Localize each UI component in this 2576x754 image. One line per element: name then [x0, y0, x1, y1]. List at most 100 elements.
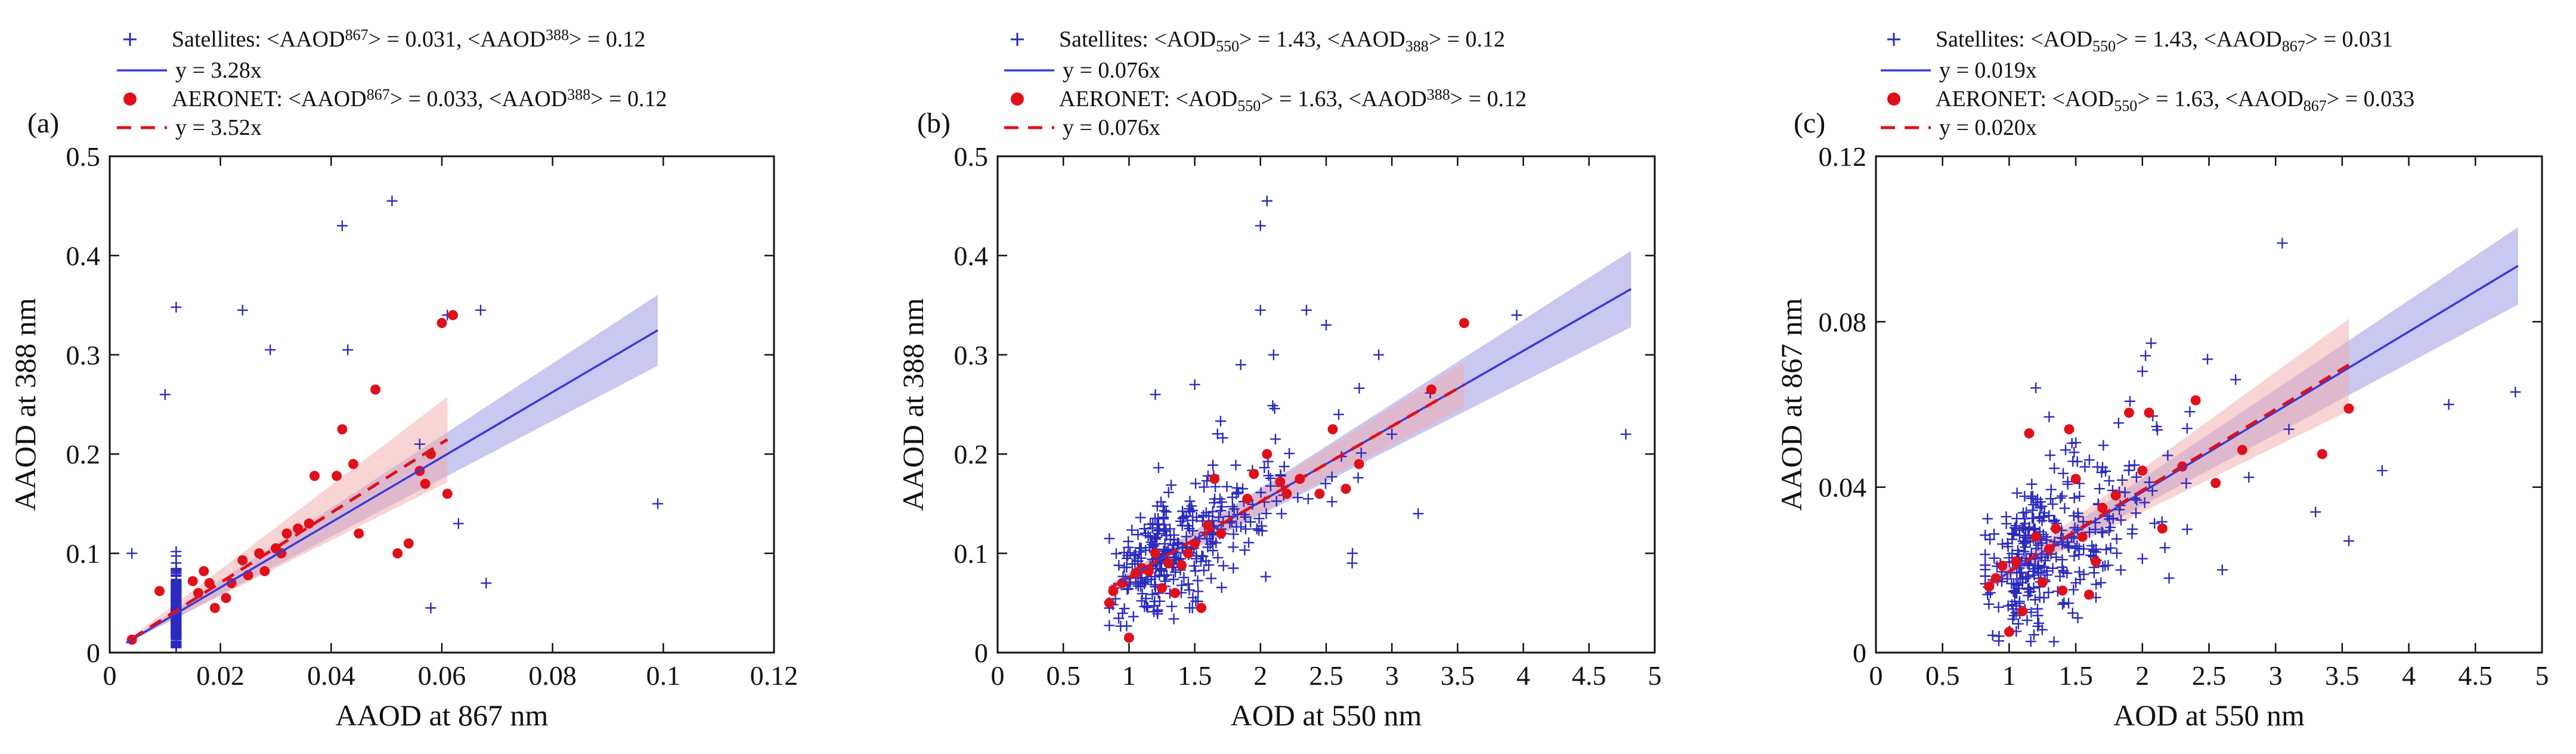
- satellite-point: [2072, 540, 2083, 552]
- satellite-point: [2010, 520, 2021, 531]
- satellite-point: [1166, 601, 1178, 612]
- aeronet-point: [2011, 556, 2021, 567]
- satellite-point: [1140, 576, 1151, 588]
- satellite-point: [1113, 613, 1125, 624]
- satellite-point: [2129, 459, 2140, 471]
- y-tick-label: 0.1: [66, 539, 101, 569]
- satellite-point: [1123, 536, 1134, 547]
- satellite-point: [1140, 527, 1151, 539]
- satellite-point: [2181, 478, 2192, 489]
- aeronet-point: [1143, 566, 1154, 577]
- aeronet-point: [448, 310, 459, 320]
- satellite-point: [2011, 487, 2023, 499]
- aeronet-point: [1216, 528, 1227, 539]
- aeronet-point: [1104, 598, 1114, 608]
- x-tick-label: 0.08: [528, 660, 577, 691]
- aeronet-point: [2123, 407, 2134, 418]
- satellite-point: [1141, 601, 1152, 612]
- satellite-point: [1251, 523, 1262, 534]
- satellite-point: [1253, 525, 1265, 536]
- aeronet-point: [1183, 548, 1194, 559]
- satellite-point: [1168, 613, 1179, 625]
- fit-line-satellites: [125, 329, 658, 644]
- satellite-point: [2021, 506, 2032, 518]
- satellite-point: [1321, 319, 1332, 330]
- satellite-point: [1190, 478, 1202, 489]
- satellite-point: [1150, 389, 1161, 400]
- y-tick-label: 0.3: [954, 340, 989, 370]
- y-tick-label: 0.4: [66, 240, 101, 271]
- x-tick-label: 0.06: [418, 660, 466, 691]
- x-tick-label: 0.02: [196, 660, 244, 691]
- satellite-point: [2144, 477, 2155, 488]
- satellite-point: [2055, 492, 2066, 503]
- aeronet-point: [1262, 449, 1272, 459]
- satellite-point: [2001, 518, 2012, 529]
- aeronet-point: [1163, 558, 1174, 568]
- satellite-point: [1413, 508, 1424, 520]
- satellite-point: [2119, 487, 2131, 498]
- aeronet-point: [1327, 424, 1338, 435]
- satellite-point: [2097, 527, 2109, 539]
- satellite-point: [2283, 424, 2295, 435]
- x-tick-label: 3.5: [1441, 660, 1475, 691]
- satellite-point: [2162, 450, 2174, 461]
- satellite-point: [1142, 574, 1153, 585]
- aeronet-point: [348, 459, 358, 469]
- satellite-point: [237, 304, 248, 316]
- satellite-point: [171, 625, 182, 636]
- aeronet-point: [187, 576, 198, 586]
- legend: Satellites: <AAOD867> = 0.031, <AAOD388>…: [117, 26, 667, 140]
- satellite-point: [171, 638, 182, 650]
- x-tick-label: 0.1: [646, 660, 681, 691]
- legend-entry-text: y = 0.076x: [1063, 115, 1160, 140]
- satellite-point: [1215, 415, 1226, 427]
- satellite-point: [2008, 529, 2019, 540]
- satellite-point: [1276, 508, 1287, 520]
- satellite-point: [2107, 513, 2119, 524]
- satellite-point: [2054, 571, 2066, 582]
- satellite-point: [2008, 610, 2020, 621]
- aeronet-point: [1170, 588, 1181, 598]
- satellite-point: [1176, 580, 1187, 591]
- satellite-point: [386, 195, 398, 206]
- satellite-point: [1186, 500, 1197, 512]
- satellite-point: [1206, 536, 1218, 547]
- x-tick-label: 0: [1869, 660, 1883, 691]
- satellite-point: [342, 344, 354, 356]
- satellite-point: [1166, 480, 1177, 491]
- aeronet-point: [193, 588, 204, 598]
- satellite-point: [2089, 524, 2101, 535]
- satellite-point: [1168, 574, 1179, 585]
- aeronet-point: [1249, 468, 1259, 479]
- satellite-point: [1278, 461, 1290, 472]
- aeronet-point: [221, 592, 231, 603]
- aeronet-point: [1150, 548, 1160, 559]
- y-tick-label: 0.4: [954, 240, 989, 271]
- satellite-point: [2097, 462, 2109, 473]
- aeronet-point: [1203, 520, 1213, 531]
- satellites-series: [2030, 237, 2521, 584]
- satellite-point: [1104, 533, 1115, 544]
- satellite-point: [2115, 564, 2126, 576]
- satellite-point: [2100, 560, 2111, 571]
- satellite-point: [2111, 548, 2122, 559]
- satellite-point: [2202, 354, 2213, 365]
- aeronet-point: [154, 586, 165, 597]
- x-tick-label: 1.5: [2058, 660, 2093, 691]
- satellite-point: [1182, 579, 1194, 590]
- satellite-point: [2151, 421, 2162, 432]
- satellite-point: [1212, 428, 1223, 440]
- satellite-point: [1187, 505, 1199, 516]
- satellite-point: [1119, 603, 1130, 614]
- plot-area: [1980, 227, 2521, 647]
- satellite-point: [1302, 493, 1314, 505]
- satellite-point: [2012, 618, 2024, 629]
- satellite-point: [1231, 521, 1242, 533]
- satellite-point: [2047, 499, 2058, 510]
- satellite-point: [2070, 543, 2081, 554]
- y-tick-label: 0.3: [66, 340, 101, 370]
- satellite-point: [1208, 459, 1219, 471]
- satellite-point: [453, 518, 464, 529]
